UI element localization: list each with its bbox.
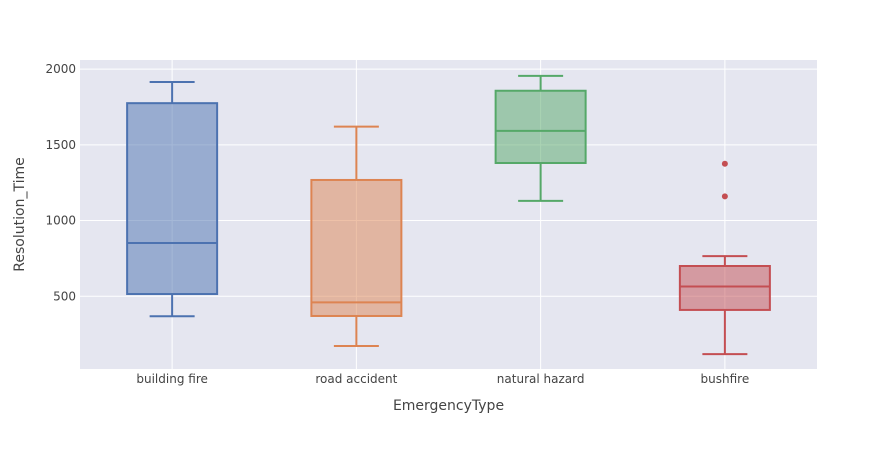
x-axis-ticks: building fire road accident natural hazard…	[136, 372, 749, 386]
iqr-box	[126, 102, 219, 296]
iqr-box	[310, 178, 403, 317]
y-tick-label: 1500	[45, 138, 76, 152]
outlier-point	[721, 193, 728, 200]
y-axis-title: Resolution_Time	[12, 157, 28, 271]
box-building-fire	[126, 80, 219, 318]
box-series	[126, 74, 771, 356]
outlier-point	[721, 160, 728, 167]
x-tick-label: natural hazard	[497, 372, 585, 386]
x-tick-label: building fire	[136, 372, 208, 386]
iqr-box	[494, 89, 587, 164]
box-bushfire	[678, 160, 771, 356]
box-road-accident	[310, 125, 403, 347]
iqr-box	[678, 265, 771, 311]
x-axis-title: EmergencyType	[393, 398, 504, 414]
y-tick-label: 1000	[45, 214, 76, 228]
box-natural-hazard	[494, 74, 587, 202]
y-axis-ticks: 500 1000 1500 2000	[45, 62, 76, 303]
y-tick-label: 500	[53, 289, 76, 303]
x-tick-label: bushfire	[701, 372, 750, 386]
x-tick-label: road accident	[315, 372, 397, 386]
y-tick-label: 2000	[45, 62, 76, 76]
